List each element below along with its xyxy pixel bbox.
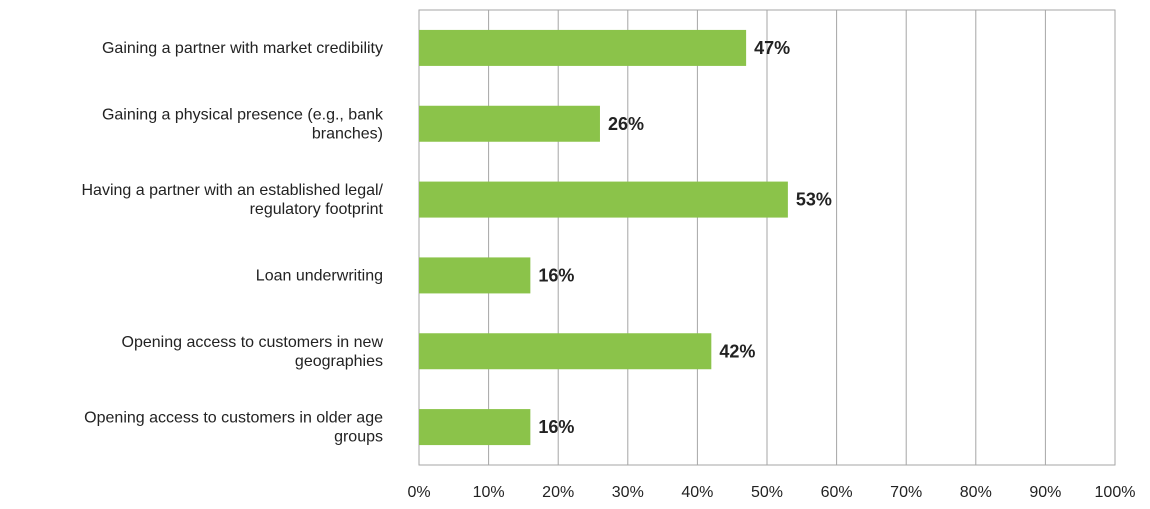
category-label: Opening access to customers in new geogra… <box>122 334 384 370</box>
category-label: Having a partner with an established leg… <box>81 182 383 218</box>
category-label-line: Gaining a physical presence (e.g., bank <box>102 106 384 123</box>
x-tick-label: 40% <box>681 484 713 501</box>
bar <box>419 409 531 446</box>
x-tick-label: 50% <box>751 484 783 501</box>
category-label-line: Gaining a partner with market credibilit… <box>102 40 383 57</box>
x-tick-label: 0% <box>407 484 430 501</box>
category-label-line: groups <box>334 429 383 446</box>
category-label: Loan underwriting <box>256 267 383 284</box>
bar-value-label: 16% <box>538 417 574 437</box>
category-label-line: regulatory footprint <box>250 201 384 218</box>
bar-layer <box>419 29 788 446</box>
category-label-line: Opening access to customers in older age <box>84 410 383 427</box>
category-label: Opening access to customers in older age… <box>84 410 383 446</box>
bar-value-label: 47% <box>754 38 790 58</box>
bar-value-label: 26% <box>608 114 644 134</box>
x-tick-label: 10% <box>473 484 505 501</box>
category-label-line: geographies <box>295 353 383 370</box>
bar <box>419 105 600 142</box>
data-labels: 47% 26% 53% 16% 42% 16% <box>538 38 832 437</box>
x-tick-label: 70% <box>890 484 922 501</box>
category-label: Gaining a physical presence (e.g., bank b… <box>102 106 384 142</box>
bar <box>419 333 712 370</box>
x-tick-label: 100% <box>1095 484 1136 501</box>
bar <box>419 29 747 66</box>
bar-value-label: 53% <box>796 190 832 210</box>
category-label-line: Opening access to customers in new <box>122 334 384 351</box>
x-tick-label: 80% <box>960 484 992 501</box>
x-tick-label: 30% <box>612 484 644 501</box>
category-label-line: branches) <box>312 125 383 142</box>
grid-layer <box>418 9 1116 466</box>
x-axis-tick-labels: 0% 10% 20% 30% 40% 50% 60% 70% 80% 90% 100% <box>407 484 1135 501</box>
bar-value-label: 16% <box>538 265 574 285</box>
category-labels: Gaining a partner with market credibilit… <box>81 40 384 446</box>
x-tick-label: 90% <box>1029 484 1061 501</box>
category-label-line: Having a partner with an established leg… <box>81 182 383 199</box>
bar <box>419 181 788 218</box>
bar <box>419 257 531 294</box>
category-label-line: Loan underwriting <box>256 267 383 284</box>
bar-value-label: 42% <box>719 341 755 361</box>
x-tick-label: 20% <box>542 484 574 501</box>
category-label: Gaining a partner with market credibilit… <box>102 40 383 57</box>
x-tick-label: 60% <box>821 484 853 501</box>
